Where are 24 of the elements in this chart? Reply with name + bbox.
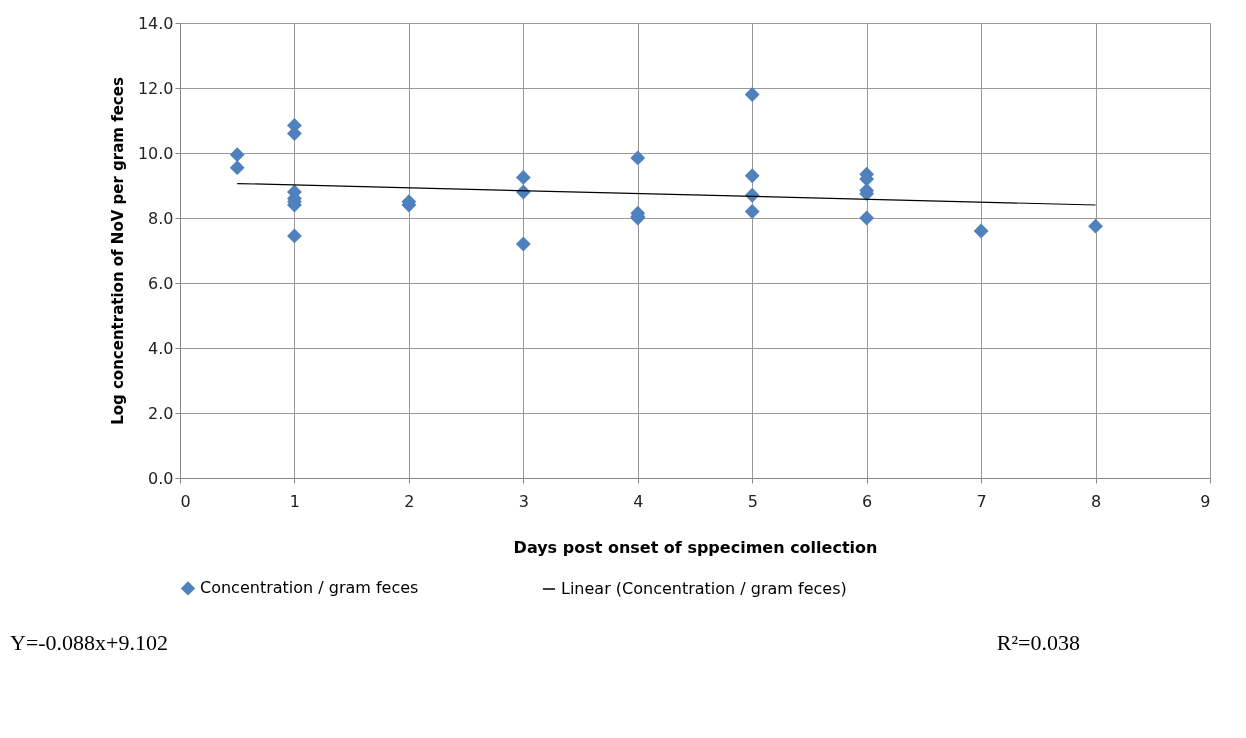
- text: R²=0.038: [996, 630, 1080, 655]
- legend-label: Linear (Concentration / gram feces): [561, 579, 847, 598]
- x-tick-label: 1: [289, 491, 301, 511]
- x-tick-label: 7: [976, 491, 987, 511]
- x-tick-label: 8: [1090, 491, 1102, 511]
- x-tick-label: 5: [747, 491, 758, 511]
- y-tick-label: 2.0: [148, 403, 174, 423]
- y-tick-label: 8.0: [148, 208, 174, 228]
- text: Y=-0.088x+9.102: [10, 630, 169, 655]
- x-tick-label: 9: [1200, 491, 1211, 511]
- y-tick-label: 6.0: [148, 273, 174, 293]
- y-tick-label: 12.0: [137, 78, 174, 98]
- legend-label: Concentration / gram feces: [200, 578, 419, 598]
- y-axis-title: Log concentration of NoV per gram feces: [108, 77, 127, 425]
- x-tick-label: 3: [518, 491, 529, 511]
- x-tick-label: 6: [862, 491, 873, 511]
- y-tick-label: 4.0: [148, 338, 174, 358]
- y-tick-label: 0.0: [148, 468, 174, 488]
- y-tick-label: 10.0: [137, 143, 174, 163]
- y-tick-label: 14.0: [137, 13, 174, 33]
- x-axis-title: Days post onset of sppecimen collection: [513, 537, 878, 557]
- x-tick-label: 0: [180, 491, 191, 511]
- x-tick-label: 4: [633, 491, 644, 511]
- x-tick-label: 2: [404, 491, 415, 511]
